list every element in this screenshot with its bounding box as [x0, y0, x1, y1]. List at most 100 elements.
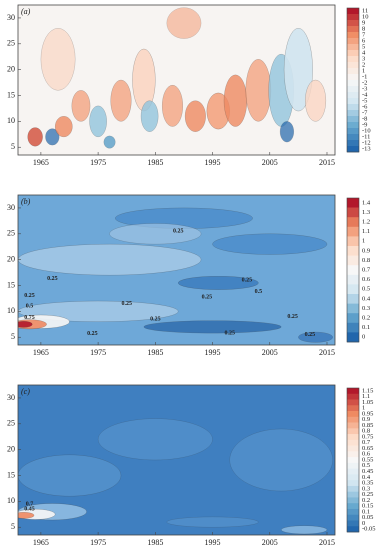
colorbar-label: 1.4 — [362, 199, 371, 206]
colorbar-cell — [347, 480, 359, 487]
colorbar-label: 0.5 — [362, 462, 370, 469]
contour-label: 0.75 — [24, 315, 35, 321]
colorbar-label: 1.1 — [362, 228, 370, 235]
colorbar-cell — [347, 503, 359, 510]
x-tick-label: 2015 — [319, 158, 335, 167]
y-tick-label: 5 — [11, 522, 15, 531]
colorbar-cell — [347, 274, 359, 285]
colorbar-cell — [347, 457, 359, 464]
colorbar-cell — [347, 411, 359, 418]
colorbar-label: 1.1 — [362, 393, 370, 400]
colorbar-cell — [347, 303, 359, 314]
colorbar-label: 0.9 — [362, 247, 370, 254]
colorbar-label: 9 — [362, 19, 365, 26]
colorbar-label: 1.05 — [362, 399, 373, 406]
colorbar-label: 1 — [362, 238, 365, 245]
colorbar-cell — [347, 416, 359, 423]
colorbar-cell — [347, 38, 359, 45]
colorbar-label: 1 — [362, 405, 365, 412]
colorbar-cell — [347, 236, 359, 247]
panel-label: (b) — [21, 197, 31, 206]
colorbar-cell — [347, 388, 359, 395]
colorbar-label: -5 — [362, 97, 367, 104]
field-blob — [71, 90, 91, 122]
colorbar-label: -12 — [362, 139, 371, 146]
colorbar-label: 0 — [362, 520, 365, 527]
colorbar-cell — [347, 474, 359, 481]
field-blob — [305, 79, 327, 122]
panel-label: (c) — [21, 387, 30, 396]
field — [18, 5, 335, 155]
contour-label: 0.25 — [287, 314, 298, 320]
field-blob — [18, 243, 202, 276]
colorbar-label: 0.5 — [362, 286, 370, 293]
colorbar-label: 0.3 — [362, 305, 370, 312]
contour-label: 0.25 — [87, 331, 98, 337]
colorbar-frame — [346, 7, 360, 153]
y-tick-label: 10 — [7, 496, 15, 505]
colorbar-label: 7 — [362, 31, 366, 38]
colorbar-label: -4 — [362, 91, 368, 98]
colorbar-label: 4 — [362, 49, 366, 56]
field-blob — [223, 74, 248, 127]
y-tick-label: 5 — [11, 332, 15, 341]
colorbar-label: 11 — [362, 7, 368, 14]
field-blob — [166, 7, 202, 39]
colorbar-cell — [347, 462, 359, 469]
colorbar-cell — [347, 50, 359, 57]
field — [18, 195, 335, 345]
colorbar-cell — [347, 284, 359, 295]
colorbar-label: 0.7 — [362, 439, 371, 446]
x-tick-label: 1995 — [205, 158, 221, 167]
colorbar-label: 0.4 — [362, 295, 371, 302]
colorbar-label: 5 — [362, 43, 365, 50]
colorbar-label: -3 — [362, 85, 367, 92]
field-blob — [103, 135, 116, 149]
plot-frame — [17, 384, 336, 536]
y-tick-label: 25 — [7, 39, 15, 48]
plot-frame — [17, 194, 336, 346]
contour-label: 0.25 — [150, 317, 161, 323]
colorbar-label: 0.6 — [362, 276, 371, 283]
plot-frame — [17, 4, 336, 156]
field-blob — [283, 28, 313, 112]
colorbar-cell — [347, 134, 359, 141]
colorbar-cell — [347, 246, 359, 256]
colorbar-cell — [347, 86, 359, 93]
contour-label: 0.25 — [24, 293, 35, 299]
colorbar-cell — [347, 332, 359, 343]
colorbar-label: 0.25 — [362, 491, 373, 498]
colorbar-label: 0.4 — [362, 474, 371, 481]
colorbar-cell — [347, 491, 359, 498]
colorbar-cell — [347, 485, 359, 492]
colorbar-cell — [347, 451, 359, 458]
x-tick-label: 1975 — [90, 348, 106, 357]
y-tick-label: 20 — [7, 64, 15, 73]
colorbar-cell — [347, 8, 359, 15]
colorbar-label: 0.85 — [362, 422, 373, 429]
field-blob — [45, 128, 60, 146]
colorbar-cell — [347, 226, 359, 237]
colorbar-cell — [347, 520, 359, 527]
field-blob — [54, 116, 73, 138]
field-blob — [27, 127, 43, 147]
colorbar-cell — [347, 140, 359, 147]
colorbar-label: 0.2 — [362, 314, 370, 321]
colorbar-label: 0.8 — [362, 428, 370, 435]
colorbar-label: -6 — [362, 103, 368, 110]
colorbar-cell — [347, 422, 359, 429]
field-blob — [212, 233, 328, 255]
y-tick-label: 15 — [7, 280, 15, 289]
colorbar-cell — [347, 62, 359, 69]
y-tick-label: 20 — [7, 444, 15, 453]
colorbar-label: -13 — [362, 145, 371, 152]
x-tick-label: 1965 — [33, 348, 49, 357]
colorbar-label: 0.65 — [362, 445, 373, 452]
colorbar-cell — [347, 393, 359, 400]
colorbar-label: 0.7 — [362, 266, 371, 273]
x-tick-label: 1975 — [90, 538, 106, 547]
colorbar-label: -7 — [362, 109, 368, 116]
colorbar-label: 0.75 — [362, 433, 373, 440]
colorbar-cell — [347, 508, 359, 516]
x-tick-label: 1985 — [147, 538, 163, 547]
